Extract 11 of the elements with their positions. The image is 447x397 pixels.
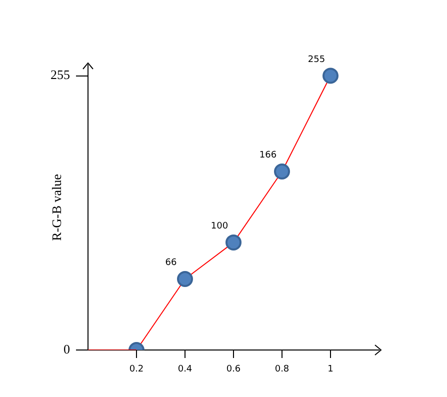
x-tick-label: 1 bbox=[328, 364, 334, 375]
data-label: 66 bbox=[165, 258, 177, 268]
x-tick-label: 0.8 bbox=[274, 364, 290, 375]
y-tick-label: 0 bbox=[64, 341, 70, 356]
data-label: 255 bbox=[308, 54, 326, 65]
data-label: 100 bbox=[210, 221, 228, 232]
x-tick-label: 0.2 bbox=[129, 364, 144, 375]
data-label: 166 bbox=[259, 150, 277, 160]
x-tick-label: 0.6 bbox=[226, 364, 241, 375]
y-axis-title: R-G-B value bbox=[49, 174, 64, 241]
x-tick-label: 0.4 bbox=[178, 364, 192, 375]
